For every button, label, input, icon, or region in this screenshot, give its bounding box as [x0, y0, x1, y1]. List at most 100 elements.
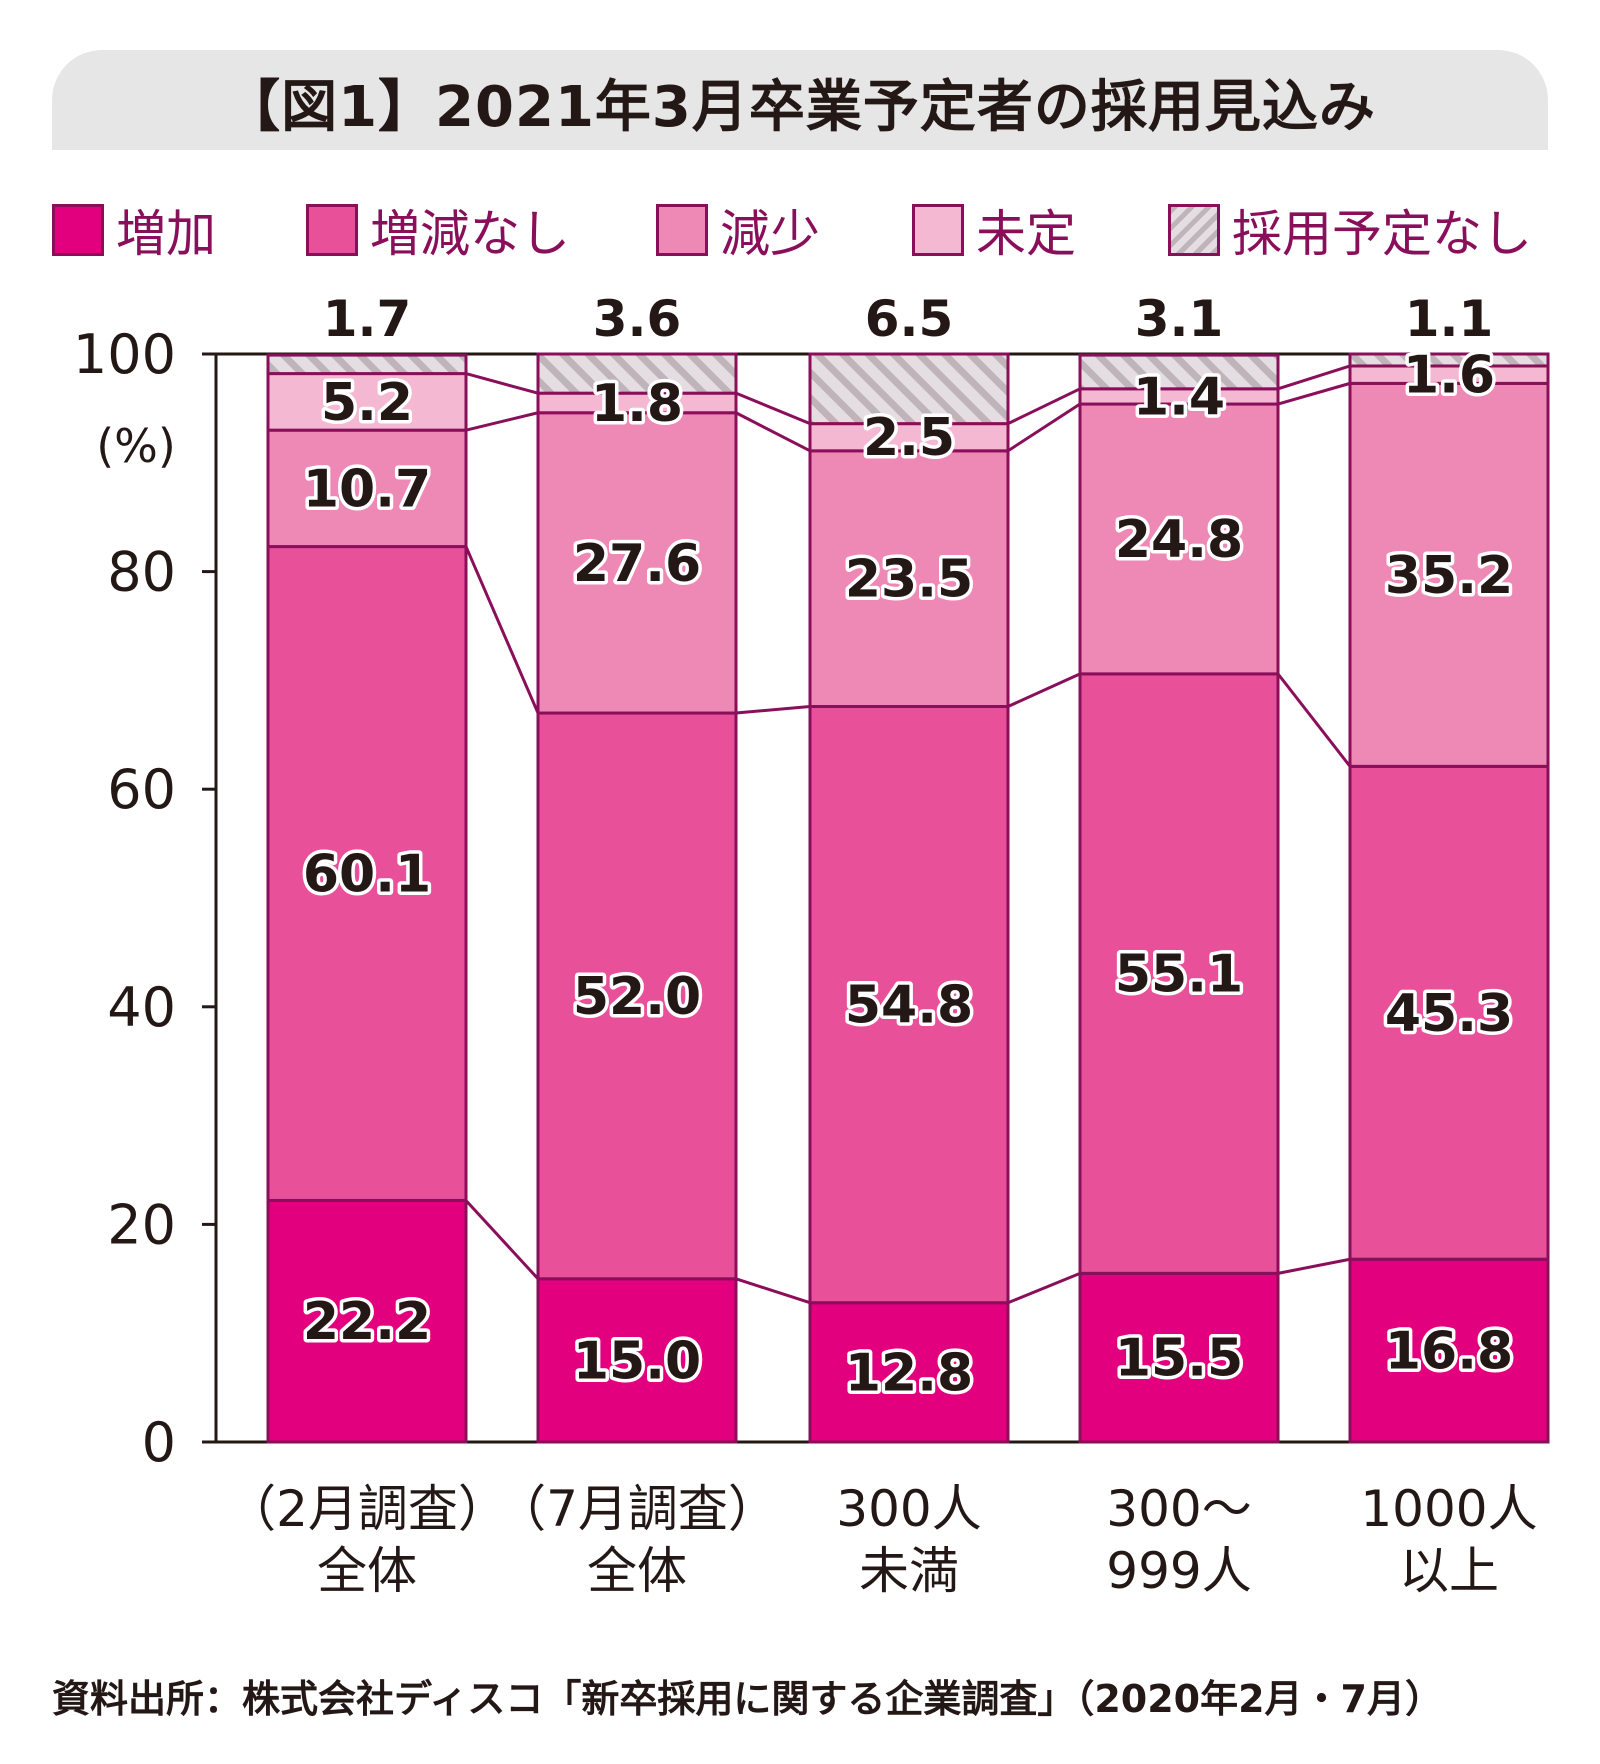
data-label-top: 3.1	[1135, 290, 1224, 348]
data-label: 45.3	[1385, 984, 1513, 1044]
data-label: 35.2	[1385, 546, 1513, 606]
data-label: 54.8	[845, 976, 973, 1036]
bar-segment	[536, 711, 738, 1281]
bar-segment	[1348, 352, 1550, 368]
connector-line	[735, 705, 811, 715]
bar-segment	[266, 545, 468, 1202]
data-label: 27.6	[573, 534, 701, 594]
chart-svg: 0 20 40 60 80 100 (%) 22.2 60.1 10.7 5.2 1.7 15.0 52.…	[73, 290, 1550, 1600]
connector-line	[735, 1277, 811, 1305]
y-tick-label: 40	[107, 976, 176, 1039]
category-label: （7月調査）	[496, 1480, 778, 1538]
data-label: 60.1	[303, 845, 431, 905]
data-label: 12.8	[845, 1343, 973, 1403]
bar-segment	[266, 1198, 468, 1444]
connector-line	[1277, 381, 1351, 406]
data-label: 24.8	[1115, 510, 1243, 570]
legend-swatch	[656, 204, 708, 256]
data-label-top: 1.1	[1405, 290, 1494, 348]
bar-segment	[266, 428, 468, 549]
bar-segment	[536, 352, 738, 395]
data-label: 52.0	[573, 967, 701, 1027]
connector-line	[1007, 672, 1081, 708]
legend-label: 採用予定なし	[1232, 205, 1532, 263]
title-banner: 【図1】2021年3月卒業予定者の採用見込み	[52, 50, 1548, 150]
connector-line	[1007, 1271, 1081, 1305]
legend-label: 減少	[720, 205, 820, 263]
legend-label: 増加	[116, 205, 216, 263]
bar-segment	[808, 422, 1010, 453]
connector-line	[1007, 387, 1081, 425]
legend: 増加 増減なし 減少 未定 採用予定なし	[52, 198, 1562, 263]
legend-swatch	[1168, 204, 1220, 256]
data-label: 5.2	[321, 373, 413, 433]
connector-line	[1277, 364, 1351, 391]
y-tick-label: 100	[73, 323, 176, 386]
bar-segment	[1078, 672, 1280, 1275]
bar-segment	[266, 353, 468, 376]
data-label: 55.1	[1115, 945, 1243, 1005]
bar-segment	[808, 352, 1010, 426]
category-label: 全体	[317, 1542, 417, 1600]
bar-segment	[808, 705, 1010, 1305]
legend-item: 増加	[52, 198, 216, 263]
bar-segment	[1348, 381, 1550, 768]
data-label: 1.6	[1403, 346, 1495, 406]
legend-label: 増減なし	[370, 205, 570, 263]
bar-segment	[1348, 1257, 1550, 1444]
connector-line	[735, 391, 811, 426]
bar-segment	[536, 1277, 738, 1444]
bar-segment	[536, 411, 738, 715]
data-label: 2.5	[863, 408, 955, 468]
legend-item: 減少	[656, 198, 820, 263]
data-label: 1.4	[1133, 367, 1225, 427]
data-label-top: 6.5	[865, 290, 954, 348]
data-label: 15.5	[1115, 1329, 1243, 1389]
category-label: 999人	[1106, 1542, 1251, 1600]
data-label: 16.8	[1385, 1322, 1513, 1382]
category-label: 300人	[836, 1480, 981, 1538]
data-label-top: 3.6	[593, 290, 682, 348]
category-label: 未満	[859, 1542, 959, 1600]
connector-line	[1007, 402, 1081, 453]
bar-segment	[266, 372, 468, 432]
legend-item: 増減なし	[306, 198, 570, 263]
category-label: （2月調査）	[226, 1480, 508, 1538]
category-label: 1000人	[1360, 1480, 1537, 1538]
data-label: 10.7	[303, 459, 431, 519]
legend-swatch	[52, 204, 104, 256]
legend-swatch	[912, 204, 964, 256]
bar-segment	[808, 449, 1010, 709]
legend-label: 未定	[976, 205, 1076, 263]
bar-segment	[1078, 402, 1280, 676]
y-tick-label: 60	[107, 758, 176, 821]
legend-item: 採用予定なし	[1168, 198, 1532, 263]
category-label: 以上	[1399, 1542, 1499, 1600]
connector-line	[1276, 672, 1352, 768]
y-tick-label: 0	[142, 1411, 176, 1474]
category-label: 全体	[587, 1542, 687, 1600]
y-tick-label: 20	[107, 1193, 176, 1256]
connector-line	[464, 545, 540, 714]
connector-line	[465, 372, 539, 395]
data-label: 1.8	[591, 374, 683, 434]
bar-segment	[1078, 353, 1280, 391]
connector-line	[464, 1199, 540, 1280]
y-tick-label: 80	[107, 541, 176, 604]
data-label-top: 1.7	[323, 290, 412, 348]
legend-swatch	[306, 204, 358, 256]
data-label: 22.2	[303, 1292, 431, 1352]
source-note: 資料出所：株式会社ディスコ「新卒採用に関する企業調査」（2020年2月・7月）	[52, 1677, 1443, 1721]
data-label: 23.5	[845, 550, 973, 610]
connector-line	[465, 411, 539, 432]
y-axis-unit-label: (%)	[96, 419, 176, 473]
data-label: 15.0	[573, 1331, 701, 1391]
category-label: 300～	[1106, 1480, 1251, 1538]
connector-line	[1277, 1257, 1351, 1275]
bar-segment	[1348, 764, 1550, 1261]
connector-line	[735, 411, 811, 453]
bar-segment	[808, 1301, 1010, 1444]
bar-segment	[1078, 1271, 1280, 1444]
chart-title: 【図1】2021年3月卒業予定者の採用見込み	[224, 75, 1376, 140]
legend-item: 未定	[912, 198, 1076, 263]
